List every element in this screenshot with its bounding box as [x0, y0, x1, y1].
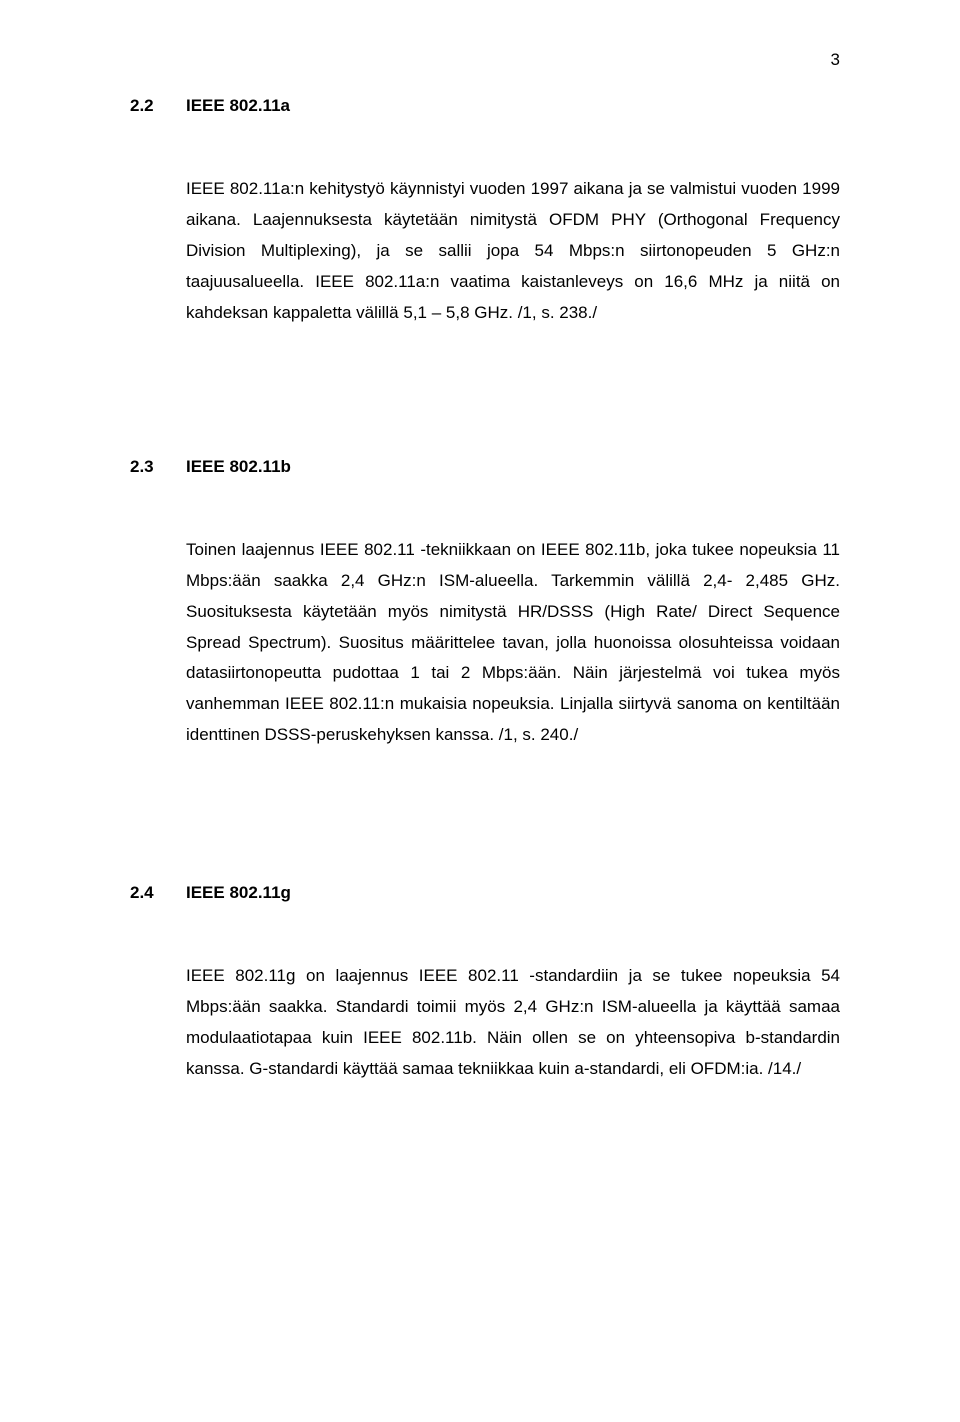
page-number: 3 — [831, 50, 840, 70]
spacer — [130, 387, 840, 417]
section-title: IEEE 802.11b — [186, 457, 291, 477]
section-heading-2-2: 2.2 IEEE 802.11a — [130, 96, 840, 116]
section-paragraph: IEEE 802.11g on laajennus IEEE 802.11 -s… — [186, 961, 840, 1085]
section-number: 2.4 — [130, 883, 186, 903]
section-heading-2-4: 2.4 IEEE 802.11g — [130, 883, 840, 903]
spacer — [130, 809, 840, 843]
section-title: IEEE 802.11g — [186, 883, 291, 903]
document-page: 3 2.2 IEEE 802.11a IEEE 802.11a:n kehity… — [0, 0, 960, 1422]
section-paragraph: IEEE 802.11a:n kehitystyö käynnistyi vuo… — [186, 174, 840, 329]
section-paragraph: Toinen laajennus IEEE 802.11 -tekniikkaa… — [186, 535, 840, 752]
section-number: 2.3 — [130, 457, 186, 477]
section-title: IEEE 802.11a — [186, 96, 290, 116]
section-heading-2-3: 2.3 IEEE 802.11b — [130, 457, 840, 477]
section-number: 2.2 — [130, 96, 186, 116]
